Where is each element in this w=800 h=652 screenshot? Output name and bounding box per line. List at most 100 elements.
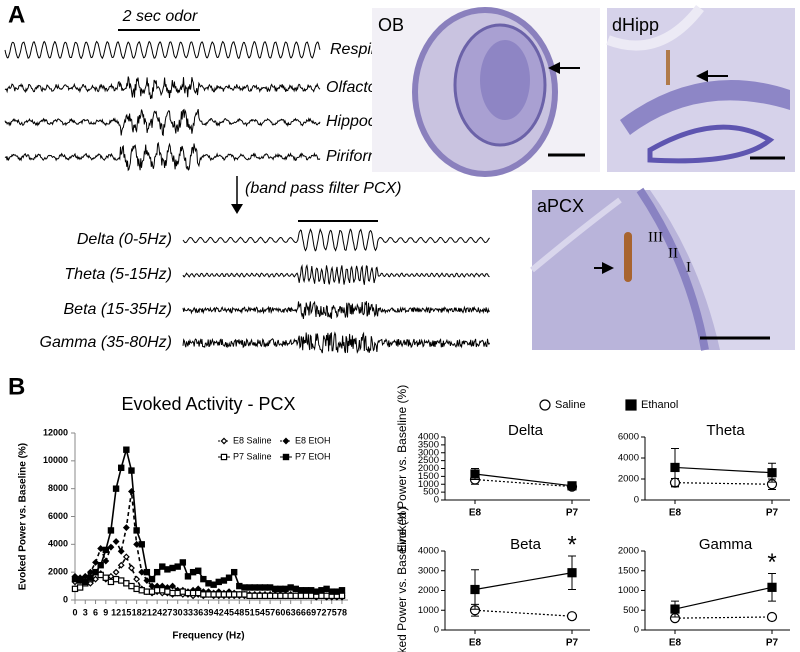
marker	[189, 568, 197, 576]
marker	[128, 582, 135, 590]
marker	[670, 462, 680, 473]
marker	[220, 577, 228, 584]
marker	[76, 584, 84, 591]
marker	[138, 587, 145, 594]
marker	[241, 591, 248, 598]
marker	[164, 588, 171, 595]
marker	[107, 527, 115, 534]
marker	[251, 592, 258, 600]
chart-title: Beta	[510, 536, 542, 553]
marker	[122, 553, 130, 561]
y-tick-label: 4000	[618, 453, 639, 464]
y-tick-label: 3000	[418, 447, 439, 458]
legend-marker	[220, 437, 228, 445]
marker	[92, 568, 99, 576]
marker	[128, 564, 135, 572]
image-label: OB	[378, 15, 404, 35]
series-line	[474, 473, 573, 487]
marker	[102, 574, 110, 581]
x-tick-label: P7	[766, 508, 779, 519]
band-label: Beta (15-35Hz)	[64, 301, 173, 318]
marker	[323, 592, 330, 600]
marker	[261, 592, 269, 600]
x-tick-label: 6	[93, 607, 98, 617]
x-tick-label: 21	[142, 607, 152, 617]
marker	[236, 591, 243, 598]
marker	[236, 582, 243, 590]
marker	[118, 577, 125, 584]
marker	[107, 543, 115, 551]
x-tick-label: 63	[286, 607, 296, 617]
marker	[225, 591, 233, 598]
marker	[71, 575, 79, 583]
x-tick-label: 42	[214, 607, 224, 617]
x-tick-label: 48	[234, 607, 244, 617]
marker	[117, 547, 125, 555]
y-tick-label: 1500	[418, 471, 439, 482]
y-tick-label: 1000	[618, 585, 639, 596]
trace	[4, 76, 321, 100]
filter-label: (band pass filter PCX)	[245, 180, 402, 197]
marker	[323, 585, 330, 593]
x-tick-label: 57	[265, 607, 275, 617]
y-axis-label: Evoked Power vs. Baseline (%)	[395, 507, 409, 652]
marker	[766, 611, 778, 623]
series-line	[474, 609, 573, 617]
marker	[230, 568, 238, 576]
layer-label: III	[648, 229, 663, 245]
legend-marker	[539, 399, 551, 411]
series-line	[674, 586, 773, 610]
marker	[338, 587, 346, 594]
x-tick-label: 66	[296, 607, 306, 617]
marker	[210, 591, 217, 598]
marker	[107, 578, 115, 586]
y-tick-label: 2000	[418, 463, 439, 474]
trace	[182, 264, 490, 285]
marker	[138, 541, 145, 548]
marker	[128, 467, 135, 474]
marker	[277, 585, 284, 593]
marker	[189, 589, 197, 597]
chart-title: Theta	[706, 422, 745, 439]
marker	[328, 588, 335, 595]
marker	[251, 584, 258, 591]
marker	[567, 481, 577, 491]
marker	[97, 562, 104, 569]
x-tick-label: 39	[203, 607, 213, 617]
chart-title: Gamma	[699, 536, 753, 553]
marker	[318, 592, 325, 600]
x-tick-label: 45	[224, 607, 234, 617]
marker	[143, 577, 151, 584]
annotation: *	[767, 549, 776, 576]
arrow-head	[231, 204, 243, 214]
marker	[297, 587, 305, 594]
marker	[184, 573, 192, 580]
marker	[277, 592, 284, 600]
x-tick-label: 3	[83, 607, 88, 617]
odor-label: 2 sec odor	[122, 8, 198, 25]
trace	[182, 300, 490, 319]
marker	[164, 566, 171, 573]
marker	[184, 589, 192, 597]
x-tick-label: 18	[132, 607, 142, 617]
marker	[225, 574, 233, 581]
marker	[302, 587, 310, 594]
marker	[292, 585, 299, 593]
marker	[169, 582, 177, 590]
y-tick-label: 4000	[418, 432, 439, 443]
marker	[272, 592, 279, 600]
legend-label: P7 Saline	[233, 451, 272, 461]
x-tick-label: 60	[275, 607, 285, 617]
marker	[148, 575, 156, 583]
trace	[4, 40, 321, 60]
legend-marker	[282, 437, 290, 445]
legend-label: E8 EtOH	[295, 435, 331, 445]
marker	[76, 577, 84, 584]
series-line	[474, 478, 573, 488]
marker	[333, 588, 341, 595]
marker	[266, 592, 274, 600]
marker	[566, 611, 578, 622]
marker	[179, 588, 187, 595]
y-tick-label: 0	[434, 625, 439, 636]
